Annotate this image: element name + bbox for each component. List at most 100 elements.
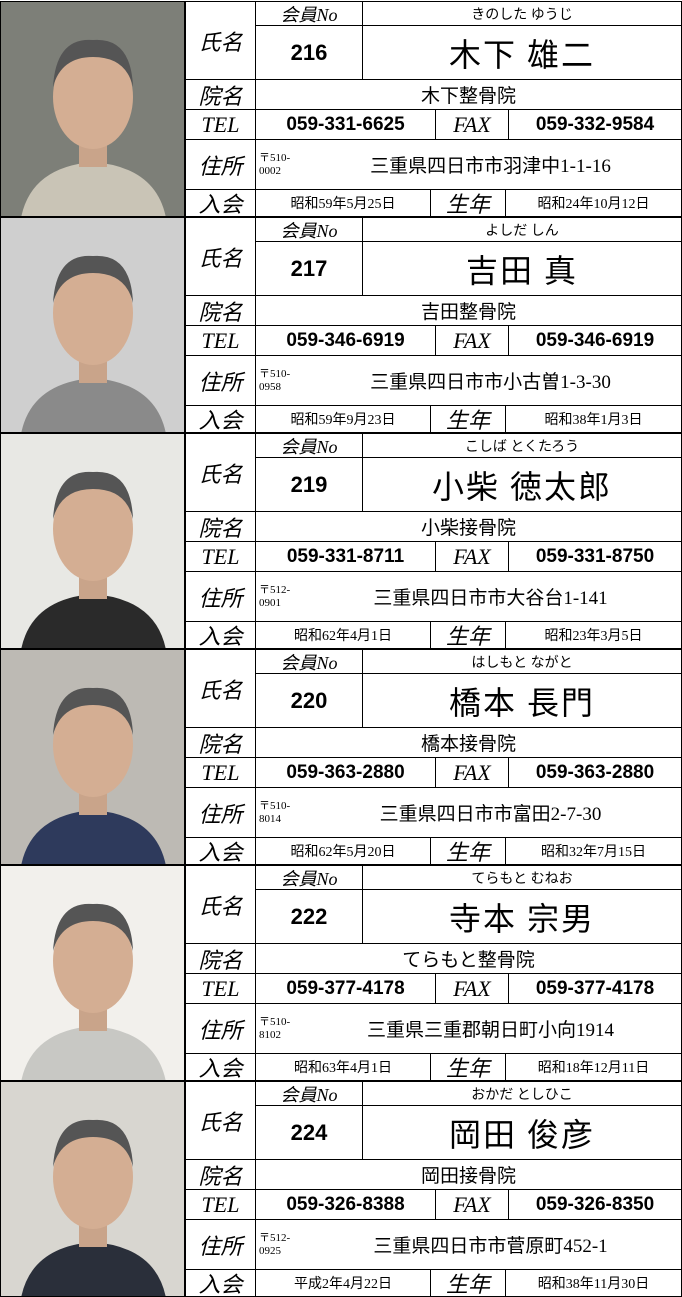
label-fax: FAX (435, 1189, 509, 1220)
label-tel: TEL (185, 109, 256, 140)
address: 三重県四日市市羽津中1-1-16 (300, 139, 682, 190)
label-born: 生年 (430, 1053, 506, 1081)
member-record: 氏名 会員No こしば とくたろう 219 小柴 徳太郎 院名 小柴接骨院 TEL 059-33… (0, 433, 682, 649)
joined-date: 昭和62年5月20日 (255, 837, 431, 865)
birth-date: 昭和38年1月3日 (505, 405, 682, 433)
postal-code-1: 〒510- (259, 799, 291, 812)
label-name: 氏名 (185, 217, 256, 296)
postal-code-2: 0958 (259, 380, 281, 393)
address: 三重県四日市市大谷台1-141 (300, 571, 682, 622)
member-no: 220 (255, 673, 363, 728)
label-member-no: 会員No (255, 433, 363, 458)
clinic-name: てらもと整骨院 (255, 943, 682, 974)
tel: 059-331-6625 (255, 109, 436, 140)
member-name: 岡田 俊彦 (362, 1105, 682, 1160)
kana: こしば とくたろう (362, 433, 682, 458)
label-born: 生年 (430, 837, 506, 865)
member-photo (0, 433, 185, 649)
member-record: 氏名 会員No よしだ しん 217 吉田 真院名 吉田整骨院 TEL 059-346-691… (0, 217, 682, 433)
label-member-no: 会員No (255, 217, 363, 242)
postal-code: 〒510- 0002 (255, 139, 301, 190)
clinic-name: 小柴接骨院 (255, 511, 682, 542)
postal-code: 〒510- 0958 (255, 355, 301, 406)
postal-code-2: 8014 (259, 812, 281, 825)
member-record: 氏名 会員No おかだ としひこ 224 岡田 俊彦 院名 岡田接骨院 TEL 059-326-… (0, 1081, 682, 1297)
tel: 059-377-4178 (255, 973, 436, 1004)
member-record: 氏名 会員No てらもと むねお 222 寺本 宗男 院名 てらもと整骨院 TEL 059-37… (0, 865, 682, 1081)
tel: 059-363-2880 (255, 757, 436, 788)
fax: 059-332-9584 (508, 109, 682, 140)
label-clinic: 院名 (185, 1159, 256, 1190)
label-joined: 入会 (185, 837, 256, 865)
tel: 059-346-6919 (255, 325, 436, 356)
postal-code-1: 〒510- (259, 1015, 291, 1028)
joined-date: 昭和59年9月23日 (255, 405, 431, 433)
tel: 059-326-8388 (255, 1189, 436, 1220)
member-record: 氏名 会員No はしもと ながと 220 橋本 長門 院名 橋本接骨院 TEL 059-363-… (0, 649, 682, 865)
label-fax: FAX (435, 109, 509, 140)
label-name: 氏名 (185, 865, 256, 944)
postal-code: 〒512- 0901 (255, 571, 301, 622)
fax: 059-377-4178 (508, 973, 682, 1004)
kana: おかだ としひこ (362, 1081, 682, 1106)
label-tel: TEL (185, 757, 256, 788)
address: 三重県四日市市富田2-7-30 (300, 787, 682, 838)
label-joined: 入会 (185, 189, 256, 217)
label-address: 住所 (185, 1003, 256, 1054)
label-address: 住所 (185, 787, 256, 838)
clinic-name: 橋本接骨院 (255, 727, 682, 758)
member-name: 橋本 長門 (362, 673, 682, 728)
label-fax: FAX (435, 541, 509, 572)
birth-date: 昭和18年12月11日 (505, 1053, 682, 1081)
member-no: 216 (255, 25, 363, 80)
clinic-name: 木下整骨院 (255, 79, 682, 110)
label-member-no: 会員No (255, 649, 363, 674)
label-born: 生年 (430, 189, 506, 217)
label-address: 住所 (185, 139, 256, 190)
member-no: 224 (255, 1105, 363, 1160)
fax: 059-326-8350 (508, 1189, 682, 1220)
address: 三重県三重郡朝日町小向1914 (300, 1003, 682, 1054)
kana: よしだ しん (362, 217, 682, 242)
postal-code-1: 〒512- (259, 583, 291, 596)
tel: 059-331-8711 (255, 541, 436, 572)
label-member-no: 会員No (255, 1, 363, 26)
clinic-name: 岡田接骨院 (255, 1159, 682, 1190)
label-address: 住所 (185, 355, 256, 406)
photo-silhouette (21, 471, 166, 648)
fax: 059-346-6919 (508, 325, 682, 356)
member-no: 222 (255, 889, 363, 944)
member-name: 吉田 真 (362, 241, 682, 296)
postal-code-2: 0002 (259, 164, 281, 177)
postal-code: 〒510- 8102 (255, 1003, 301, 1054)
label-name: 氏名 (185, 1, 256, 80)
label-tel: TEL (185, 325, 256, 356)
photo-silhouette (21, 903, 166, 1080)
label-clinic: 院名 (185, 727, 256, 758)
label-name: 氏名 (185, 649, 256, 728)
member-photo (0, 649, 185, 865)
postal-code-1: 〒510- (259, 151, 291, 164)
photo-silhouette (21, 687, 166, 864)
joined-date: 昭和59年5月25日 (255, 189, 431, 217)
photo-silhouette (21, 39, 166, 216)
label-address: 住所 (185, 571, 256, 622)
label-tel: TEL (185, 1189, 256, 1220)
label-tel: TEL (185, 541, 256, 572)
postal-code-2: 8102 (259, 1028, 281, 1041)
photo-silhouette (21, 255, 166, 432)
birth-date: 昭和23年3月5日 (505, 621, 682, 649)
member-no: 219 (255, 457, 363, 512)
label-born: 生年 (430, 405, 506, 433)
member-no: 217 (255, 241, 363, 296)
kana: てらもと むねお (362, 865, 682, 890)
member-photo (0, 1, 185, 217)
fax: 059-331-8750 (508, 541, 682, 572)
label-clinic: 院名 (185, 79, 256, 110)
label-born: 生年 (430, 621, 506, 649)
label-fax: FAX (435, 973, 509, 1004)
birth-date: 昭和32年7月15日 (505, 837, 682, 865)
address: 三重県四日市市菅原町452-1 (300, 1219, 682, 1270)
label-joined: 入会 (185, 621, 256, 649)
